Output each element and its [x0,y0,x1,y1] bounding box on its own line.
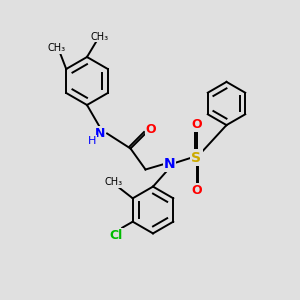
Text: O: O [146,123,156,136]
Text: CH₃: CH₃ [105,177,123,188]
Text: O: O [191,184,202,197]
Text: N: N [164,157,175,170]
Text: S: S [191,151,202,164]
Text: CH₃: CH₃ [48,43,66,53]
Text: Cl: Cl [110,229,123,242]
Text: H: H [88,136,96,146]
Text: O: O [191,118,202,131]
Text: N: N [95,127,105,140]
Text: CH₃: CH₃ [91,32,109,42]
